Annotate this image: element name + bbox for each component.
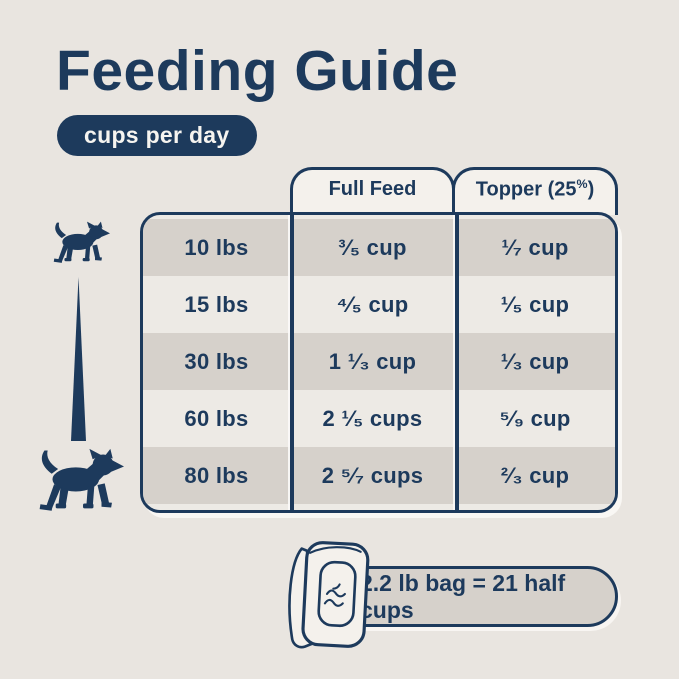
full-feed-cell: 2 ¹⁄₅ cups [322,405,423,431]
small-dog-icon [53,221,110,263]
percent-superscript: % [576,177,588,192]
topper-cell: ⁵⁄₉ cup [499,405,571,431]
size-increase-wedge [71,277,86,441]
full-feed-cell: ⁴⁄₅ cup [336,291,409,317]
column-header-topper: Topper (25%) [452,167,618,215]
full-feed-cell: 1 ¹⁄₃ cup [328,348,417,374]
page-title: Feeding Guide [56,39,459,103]
weight-cell: 10 lbs [184,234,249,260]
weight-cell: 15 lbs [184,291,249,317]
table-row: 60 lbs 2 ¹⁄₅ cups ⁵⁄₉ cup [143,390,615,447]
table-row: 80 lbs 2 ⁵⁄₇ cups ²⁄₃ cup [143,447,615,504]
column-header-full-feed: Full Feed [290,167,455,215]
topper-header-label: Topper (25%) [475,177,595,201]
food-bag-icon [288,541,370,649]
weight-cell: 60 lbs [184,405,249,431]
table-row: 30 lbs 1 ¹⁄₃ cup ¹⁄₃ cup [143,333,615,390]
cups-per-day-badge: cups per day [57,115,257,156]
full-feed-header-label: Full Feed [328,178,417,200]
topper-cell: ¹⁄₅ cup [500,291,570,317]
topper-cell: ¹⁄₃ cup [500,348,570,374]
topper-cell: ¹⁄₇ cup [501,234,569,260]
weight-cell: 30 lbs [184,348,249,374]
weight-cell: 80 lbs [184,462,249,488]
table-row: 10 lbs ³⁄₅ cup ¹⁄₇ cup [143,219,615,276]
topper-cell: ²⁄₃ cup [500,462,570,488]
column-divider [290,215,294,510]
feeding-table: 10 lbs ³⁄₅ cup ¹⁄₇ cup 15 lbs ⁴⁄₅ cup ¹⁄… [140,212,618,513]
large-dog-icon [39,448,124,511]
full-feed-cell: ³⁄₅ cup [338,234,407,260]
table-row: 15 lbs ⁴⁄₅ cup ¹⁄₅ cup [143,276,615,333]
column-divider [455,215,459,510]
full-feed-cell: 2 ⁵⁄₇ cups [321,462,424,488]
bag-yield-note: 2.2 lb bag = 21 half cups [331,566,618,627]
